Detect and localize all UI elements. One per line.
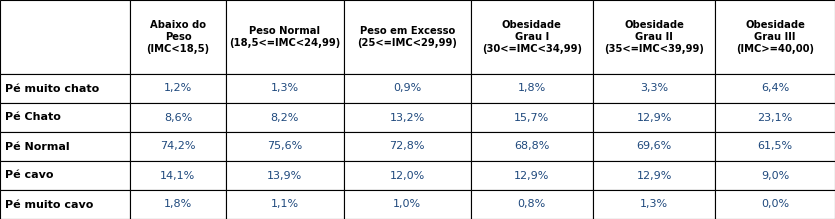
Text: Pé muito chato: Pé muito chato bbox=[5, 83, 99, 94]
Text: 1,3%: 1,3% bbox=[271, 83, 299, 94]
Bar bbox=[225, 103, 344, 132]
Text: 1,3%: 1,3% bbox=[640, 200, 668, 210]
Text: Abaixo do
Peso
(IMC<18,5): Abaixo do Peso (IMC<18,5) bbox=[146, 20, 210, 54]
Text: 61,5%: 61,5% bbox=[757, 141, 792, 152]
Text: Pé Normal: Pé Normal bbox=[5, 141, 69, 152]
Text: 1,8%: 1,8% bbox=[518, 83, 546, 94]
Bar bbox=[0, 0, 130, 74]
Bar bbox=[130, 103, 225, 132]
Text: 14,1%: 14,1% bbox=[160, 171, 195, 180]
Bar bbox=[225, 161, 344, 190]
Text: 75,6%: 75,6% bbox=[267, 141, 302, 152]
Bar bbox=[225, 132, 344, 161]
Bar bbox=[225, 74, 344, 103]
Text: 0,0%: 0,0% bbox=[761, 200, 789, 210]
Bar bbox=[130, 161, 225, 190]
Bar bbox=[225, 190, 344, 219]
Bar bbox=[471, 132, 593, 161]
Bar bbox=[130, 74, 225, 103]
Bar bbox=[0, 103, 130, 132]
Bar bbox=[471, 0, 593, 74]
Text: Pé cavo: Pé cavo bbox=[5, 171, 53, 180]
Text: 6,4%: 6,4% bbox=[761, 83, 789, 94]
Text: 12,0%: 12,0% bbox=[390, 171, 425, 180]
Text: Peso Normal
(18,5<=IMC<24,99): Peso Normal (18,5<=IMC<24,99) bbox=[230, 26, 341, 48]
Bar bbox=[225, 0, 344, 74]
Bar bbox=[716, 190, 835, 219]
Text: 1,2%: 1,2% bbox=[164, 83, 192, 94]
Text: Obesidade
Grau II
(35<=IMC<39,99): Obesidade Grau II (35<=IMC<39,99) bbox=[604, 20, 704, 54]
Bar bbox=[344, 161, 471, 190]
Text: 69,6%: 69,6% bbox=[636, 141, 671, 152]
Text: 15,7%: 15,7% bbox=[514, 113, 549, 122]
Bar bbox=[593, 0, 716, 74]
Text: 72,8%: 72,8% bbox=[389, 141, 425, 152]
Bar bbox=[344, 190, 471, 219]
Bar bbox=[471, 103, 593, 132]
Bar bbox=[0, 74, 130, 103]
Text: 9,0%: 9,0% bbox=[761, 171, 789, 180]
Bar bbox=[593, 132, 716, 161]
Text: 1,0%: 1,0% bbox=[393, 200, 422, 210]
Bar bbox=[471, 190, 593, 219]
Text: Obesidade
Grau III
(IMC>=40,00): Obesidade Grau III (IMC>=40,00) bbox=[736, 20, 814, 54]
Text: Peso em Excesso
(25<=IMC<29,99): Peso em Excesso (25<=IMC<29,99) bbox=[357, 26, 458, 48]
Text: 12,9%: 12,9% bbox=[514, 171, 549, 180]
Bar bbox=[716, 103, 835, 132]
Bar bbox=[593, 103, 716, 132]
Text: 3,3%: 3,3% bbox=[640, 83, 668, 94]
Bar bbox=[593, 190, 716, 219]
Bar bbox=[716, 74, 835, 103]
Bar bbox=[716, 0, 835, 74]
Text: Obesidade
Grau I
(30<=IMC<34,99): Obesidade Grau I (30<=IMC<34,99) bbox=[482, 20, 582, 54]
Bar bbox=[0, 132, 130, 161]
Text: 12,9%: 12,9% bbox=[636, 171, 671, 180]
Text: 0,8%: 0,8% bbox=[518, 200, 546, 210]
Text: 23,1%: 23,1% bbox=[757, 113, 792, 122]
Bar bbox=[0, 161, 130, 190]
Text: 12,9%: 12,9% bbox=[636, 113, 671, 122]
Bar bbox=[471, 74, 593, 103]
Text: 8,2%: 8,2% bbox=[271, 113, 299, 122]
Bar bbox=[593, 161, 716, 190]
Bar bbox=[344, 0, 471, 74]
Text: Pé muito cavo: Pé muito cavo bbox=[5, 200, 94, 210]
Bar bbox=[344, 132, 471, 161]
Bar bbox=[344, 74, 471, 103]
Text: 0,9%: 0,9% bbox=[393, 83, 422, 94]
Bar bbox=[130, 0, 225, 74]
Text: 74,2%: 74,2% bbox=[160, 141, 195, 152]
Bar bbox=[471, 161, 593, 190]
Text: 1,8%: 1,8% bbox=[164, 200, 192, 210]
Text: 1,1%: 1,1% bbox=[271, 200, 299, 210]
Text: 13,2%: 13,2% bbox=[390, 113, 425, 122]
Bar bbox=[716, 132, 835, 161]
Bar bbox=[716, 161, 835, 190]
Bar bbox=[130, 132, 225, 161]
Bar bbox=[344, 103, 471, 132]
Bar bbox=[0, 190, 130, 219]
Bar bbox=[130, 190, 225, 219]
Text: 8,6%: 8,6% bbox=[164, 113, 192, 122]
Text: Pé Chato: Pé Chato bbox=[5, 113, 61, 122]
Bar bbox=[593, 74, 716, 103]
Text: 13,9%: 13,9% bbox=[267, 171, 302, 180]
Text: 68,8%: 68,8% bbox=[514, 141, 549, 152]
